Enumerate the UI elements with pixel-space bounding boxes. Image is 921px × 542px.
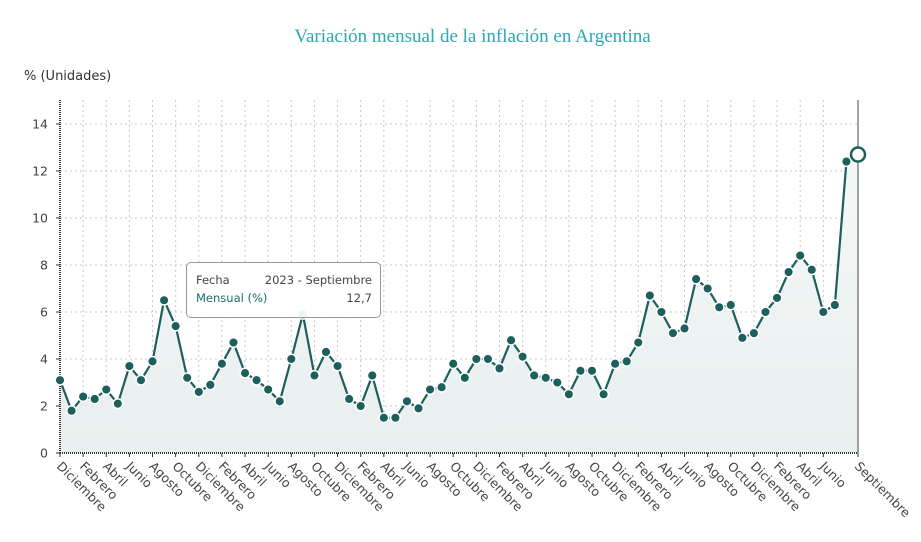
x-tick-label: Septiembre	[852, 459, 914, 521]
data-point	[563, 388, 575, 400]
data-point	[540, 372, 552, 384]
data-point	[100, 384, 112, 396]
data-point	[817, 306, 829, 318]
data-point	[783, 266, 795, 278]
data-points	[54, 146, 867, 424]
data-point	[366, 369, 378, 382]
x-ticks: DiciembreFebreroAbrilJunioAgostoOctubreD…	[54, 453, 914, 520]
data-point	[806, 264, 818, 276]
data-point	[378, 412, 390, 424]
data-point	[239, 367, 251, 379]
data-point	[54, 374, 66, 386]
data-point	[528, 369, 540, 382]
y-tick-label: 12	[32, 164, 48, 179]
data-point	[77, 391, 89, 403]
data-point	[285, 353, 297, 365]
data-point	[840, 156, 852, 168]
data-point	[690, 273, 702, 285]
highlighted-data-point	[849, 146, 867, 163]
y-tick-label: 6	[40, 305, 48, 320]
data-point	[216, 358, 228, 370]
data-point	[632, 337, 644, 349]
y-tick-label: 8	[40, 258, 48, 273]
data-point	[262, 384, 274, 396]
data-point	[609, 358, 621, 370]
data-point	[66, 405, 78, 417]
tooltip-series-value: 12,7	[346, 291, 372, 305]
data-point	[644, 290, 656, 302]
data-point	[621, 355, 633, 367]
data-point	[725, 299, 737, 311]
tooltip: Fecha 2023 - Septiembre Mensual (%) 12,7	[186, 262, 381, 318]
tooltip-date-value: 2023 - Septiembre	[264, 273, 372, 287]
data-point	[505, 334, 517, 346]
data-point	[89, 393, 101, 405]
data-point	[447, 358, 459, 370]
data-point	[227, 337, 240, 349]
data-point	[181, 372, 193, 384]
data-point	[678, 322, 691, 335]
data-point	[412, 402, 425, 414]
data-point	[598, 388, 610, 400]
data-point	[193, 386, 205, 398]
y-tick-label: 2	[40, 399, 48, 414]
data-point	[389, 412, 401, 424]
data-point	[759, 306, 772, 318]
data-point	[112, 398, 124, 410]
data-point	[574, 365, 586, 377]
data-point	[459, 372, 471, 384]
data-point	[736, 332, 748, 344]
data-point	[655, 306, 667, 318]
data-point	[274, 395, 286, 407]
data-point	[436, 381, 448, 393]
data-point	[204, 379, 216, 391]
y-tick-label: 0	[40, 446, 48, 461]
data-point	[123, 360, 135, 372]
series-line	[58, 153, 859, 419]
data-point	[702, 282, 714, 295]
y-tick-label: 10	[32, 211, 48, 226]
data-point	[771, 292, 783, 304]
data-point	[794, 250, 806, 262]
data-point	[482, 353, 494, 365]
series-polyline	[58, 153, 859, 419]
area-path	[60, 154, 858, 454]
data-point	[332, 360, 344, 372]
data-point	[343, 393, 355, 405]
data-point	[551, 376, 563, 389]
y-axis-label: % (Unidades)	[24, 69, 112, 84]
data-point	[470, 353, 482, 365]
data-point	[517, 351, 529, 363]
y-tick-label: 14	[32, 117, 48, 132]
data-point	[251, 374, 263, 386]
grid	[60, 100, 858, 453]
data-point	[667, 327, 679, 339]
tooltip-series-label: Mensual (%)	[196, 291, 268, 305]
data-point	[493, 362, 506, 374]
data-point	[748, 327, 760, 339]
data-point	[170, 320, 182, 332]
data-point	[320, 346, 332, 358]
area-fill	[60, 154, 858, 454]
tooltip-date-label: Fecha	[196, 273, 230, 287]
data-point	[713, 301, 725, 313]
data-point	[829, 299, 841, 311]
data-point	[308, 369, 320, 382]
y-ticks: 0 2 4 6 8 10 12 14	[32, 117, 60, 461]
data-point	[401, 395, 413, 407]
data-point	[158, 294, 170, 306]
chart-title: Variación mensual de la inflación en Arg…	[294, 26, 651, 47]
y-tick-label: 4	[40, 352, 48, 367]
data-point	[146, 355, 159, 367]
data-point	[135, 374, 147, 386]
data-point	[355, 400, 367, 412]
data-point	[424, 384, 436, 396]
data-point	[586, 365, 598, 377]
